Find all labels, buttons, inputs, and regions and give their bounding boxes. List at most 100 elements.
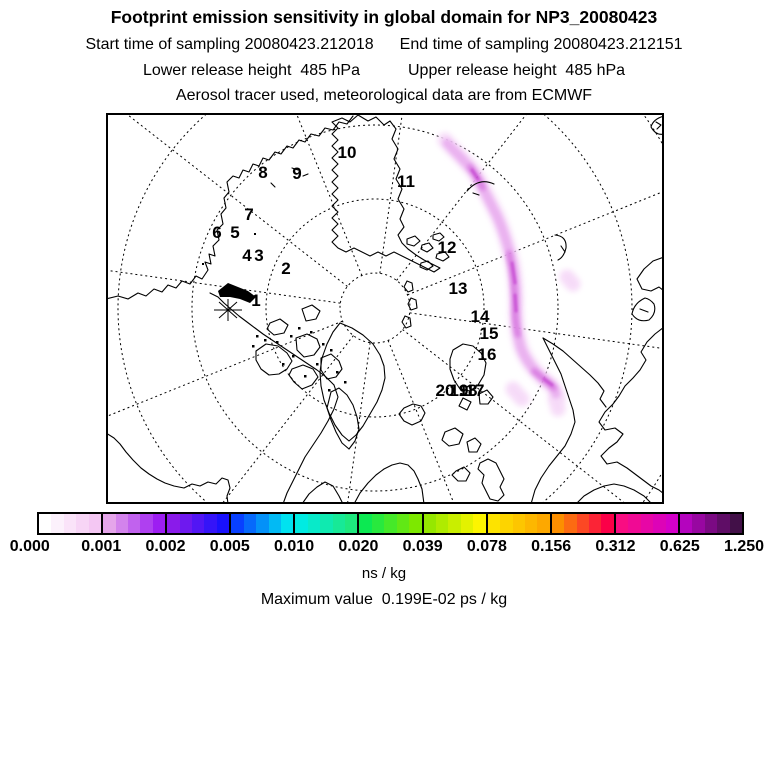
colorbar-cell — [460, 514, 474, 533]
meridian-line — [379, 113, 403, 274]
colorbar-cell — [115, 514, 128, 533]
colorbar-cell — [717, 514, 730, 533]
release-marker-arm — [218, 301, 238, 319]
colorbar-cell — [589, 514, 602, 533]
trajectory-label-7: 7 — [244, 205, 253, 224]
meridian-line — [346, 342, 371, 504]
upper-height-text: Upper release height 485 hPa — [408, 62, 626, 79]
sampling-line: Start time of sampling 20080423.212018 E… — [0, 36, 768, 54]
map-panel: 1 2 3 4 5 6 7 8 9 10 11 12 13 14 15 16 17 18 19 20 — [106, 113, 664, 504]
colorbar-tick-label: 0.010 — [274, 538, 315, 555]
colorbar-cell — [729, 514, 743, 533]
meridian-line — [124, 113, 348, 287]
colorbar-cell — [665, 514, 678, 533]
colorbar-cell — [39, 514, 52, 533]
meridian-line — [106, 269, 341, 304]
colorbar-cell — [524, 514, 538, 533]
colorbar-tick-label: 0.625 — [659, 538, 700, 555]
colorbar-cell — [345, 514, 358, 533]
colorbar-cell — [167, 514, 180, 533]
meridian-line — [407, 190, 664, 296]
start-time-text: Start time of sampling 20080423.212018 — [85, 36, 374, 53]
trajectory-label-1: 1 — [251, 291, 260, 310]
plume-core-spots — [470, 168, 554, 387]
colorbar-cell — [280, 514, 294, 533]
trajectory-label-9: 9 — [292, 164, 301, 183]
colorbar-tick-label: 1.250 — [723, 538, 765, 555]
colorbar-segment-7 — [485, 514, 550, 533]
colorbar-cell — [487, 514, 501, 533]
trajectory-label-6: 6 — [212, 223, 221, 242]
colorbar-segment-3 — [229, 514, 294, 533]
colorbar-tick-label: 0.005 — [209, 538, 250, 555]
colorbar-cell — [359, 514, 372, 533]
colorbar-cell — [127, 514, 141, 533]
trajectory-label-12: 12 — [438, 238, 457, 257]
colorbar-cell — [653, 514, 666, 533]
colorbar-segment-9 — [613, 514, 678, 533]
trajectory-label-13: 13 — [449, 279, 468, 298]
graticule — [106, 113, 664, 504]
plume-band-mid — [442, 138, 561, 399]
colorbar-cell — [576, 514, 590, 533]
colorbar-cell — [409, 514, 422, 533]
meridian-line — [295, 113, 363, 276]
release-marker — [214, 299, 242, 321]
colorbar-cell — [448, 514, 461, 533]
latitude-circle — [117, 113, 633, 504]
colorbar-cell — [692, 514, 705, 533]
trajectory-label-11: 11 — [397, 172, 415, 191]
trajectory-label-20: 20 — [436, 381, 455, 400]
colorbar-cell — [76, 514, 89, 533]
colorbar-cell — [63, 514, 77, 533]
meridian-line — [221, 335, 354, 504]
tracer-line: Aerosol tracer used, meteorological data… — [175, 87, 593, 104]
max-value-line: Maximum value 0.199E-02 ps / kg — [260, 591, 508, 608]
colorbar-cell — [332, 514, 346, 533]
trajectory-label-10: 10 — [338, 143, 357, 162]
trajectory-label-8: 8 — [258, 163, 267, 182]
colorbar-segment-5 — [357, 514, 422, 533]
colorbar-cell — [88, 514, 102, 533]
colorbar-cell — [704, 514, 718, 533]
meridian-line — [402, 329, 627, 504]
trajectory-label-18: 18 — [459, 381, 478, 400]
coastlines — [106, 114, 664, 504]
trajectory-label-5: 5 — [230, 223, 239, 242]
trajectory-label-3: 3 — [254, 246, 263, 265]
colorbar-cell — [51, 514, 64, 533]
colorbar-segment-4 — [293, 514, 358, 533]
release-height-line: Lower release height 485 hPa Upper relea… — [0, 62, 768, 80]
colorbar-cell — [473, 514, 486, 533]
colorbar-cell — [615, 514, 629, 533]
end-time-text: End time of sampling 20080423.212151 — [399, 36, 683, 53]
colorbar-segment-2 — [165, 514, 230, 533]
colorbar-cell — [103, 514, 116, 533]
colorbar-cell — [256, 514, 269, 533]
colorbar-cell — [601, 514, 614, 533]
colorbar-cell — [307, 514, 321, 533]
colorbar-segment-0 — [39, 514, 102, 533]
colorbar-tick-label: 0.000 — [9, 538, 50, 555]
colorbar-cell — [204, 514, 217, 533]
colorbar-cell — [231, 514, 244, 533]
meridian-line — [387, 340, 455, 504]
colorbar-tick-label: 0.002 — [145, 538, 186, 555]
emission-sensitivity-plume — [437, 132, 581, 417]
meridian-line — [396, 113, 528, 281]
map-frame — [106, 113, 664, 504]
plume-wisps — [505, 269, 581, 417]
colorbar-cell — [423, 514, 436, 533]
colorbar-cell — [179, 514, 193, 533]
colorbar-cell — [216, 514, 230, 533]
colorbar-cell — [551, 514, 565, 533]
colorbar-cell — [140, 514, 153, 533]
colorbar-cell — [628, 514, 641, 533]
colorbar-cell — [564, 514, 577, 533]
colorbar-cell — [192, 514, 205, 533]
colorbar-tick-label: 0.001 — [81, 538, 122, 555]
colorbar-cell — [384, 514, 397, 533]
colorbar-cell — [320, 514, 333, 533]
trajectory-label-2: 2 — [281, 259, 290, 278]
colorbar-segment-1 — [101, 514, 166, 533]
